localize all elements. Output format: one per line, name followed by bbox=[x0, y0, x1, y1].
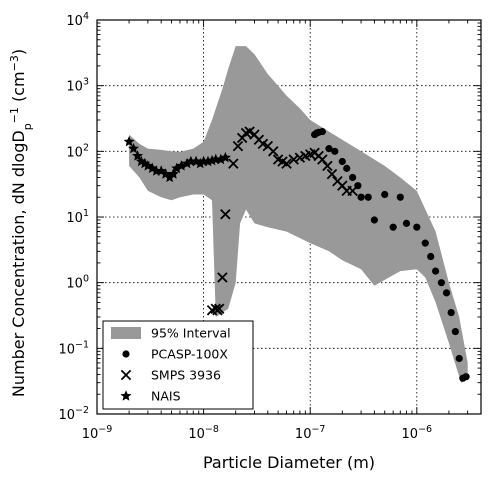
markers-layer bbox=[123, 126, 470, 382]
data-point-star bbox=[167, 168, 179, 179]
data-point-circle bbox=[421, 239, 429, 247]
legend-marker-circle bbox=[122, 350, 130, 358]
legend: 95% Interval PCASP-100X SMPS 3936 NAIS bbox=[102, 320, 254, 410]
legend-swatch-band bbox=[111, 327, 141, 339]
data-point-circle bbox=[343, 164, 351, 172]
y-tick-label: 104 bbox=[66, 11, 89, 29]
y-tick-label: 101 bbox=[66, 208, 89, 226]
interval-band bbox=[129, 46, 468, 383]
axis-ticks bbox=[96, 19, 482, 415]
legend-entry: NAIS bbox=[120, 389, 181, 404]
data-point-x bbox=[281, 158, 292, 169]
data-point-circle bbox=[357, 193, 365, 201]
data-point-x bbox=[213, 303, 225, 315]
y-axis-label-main: Number Concentration, dN dlogD bbox=[9, 130, 28, 397]
legend-marker-x bbox=[120, 369, 132, 381]
data-point-circle bbox=[331, 147, 339, 155]
y-tick-label: 10−1 bbox=[58, 339, 89, 357]
data-point-star bbox=[181, 157, 193, 169]
x-tick-label: 10−6 bbox=[402, 424, 433, 442]
data-point-circle bbox=[462, 373, 470, 381]
data-point-x bbox=[220, 209, 231, 220]
y-axis-label-sub: p bbox=[21, 123, 34, 130]
data-point-star bbox=[123, 135, 135, 147]
data-point-x bbox=[326, 168, 338, 180]
series-circle bbox=[311, 127, 470, 382]
data-point-x bbox=[288, 154, 299, 165]
y-axis-label-unit-sup: −3 bbox=[8, 55, 21, 71]
y-axis-label-sup: −1 bbox=[8, 107, 21, 123]
data-point-circle bbox=[370, 216, 378, 224]
data-point-x bbox=[228, 158, 239, 169]
data-point-circle bbox=[455, 354, 463, 363]
series-x bbox=[206, 126, 358, 316]
data-point-star bbox=[206, 154, 218, 166]
data-point-x bbox=[217, 272, 228, 283]
data-point-star bbox=[164, 171, 176, 183]
data-point-circle bbox=[396, 193, 404, 201]
data-point-circle bbox=[381, 190, 389, 199]
data-point-star bbox=[219, 151, 231, 163]
data-point-circle bbox=[364, 193, 372, 201]
y-tick-label: 102 bbox=[66, 142, 89, 160]
data-point-star bbox=[127, 142, 140, 154]
data-point-x bbox=[322, 160, 333, 172]
legend-label: PCASP-100X bbox=[151, 347, 228, 362]
x-axis-label: Particle Diameter (m) bbox=[203, 453, 375, 472]
data-point-circle bbox=[349, 173, 357, 182]
y-tick-label: 10−2 bbox=[58, 405, 89, 423]
legend-entry: SMPS 3936 bbox=[120, 368, 221, 383]
data-point-circle bbox=[402, 219, 411, 227]
data-point-x bbox=[268, 146, 279, 157]
y-axis-label-close: ) bbox=[9, 49, 28, 55]
data-point-circle bbox=[451, 327, 459, 336]
legend-marker-star bbox=[120, 390, 132, 401]
data-point-circle bbox=[389, 223, 397, 231]
y-axis-label: Number Concentration, dN dlogDp−1 (cm−3) bbox=[8, 49, 34, 397]
x-tick-label: 10−8 bbox=[188, 424, 219, 442]
data-point-star bbox=[215, 153, 227, 165]
data-point-x bbox=[317, 154, 328, 165]
series-star bbox=[123, 135, 231, 183]
data-point-circle bbox=[447, 309, 455, 317]
data-point-circle bbox=[427, 252, 435, 261]
x-tick-label: 10−9 bbox=[82, 424, 113, 442]
legend-entry: 95% Interval bbox=[111, 326, 231, 341]
legend-label: 95% Interval bbox=[151, 326, 231, 341]
data-point-star bbox=[171, 162, 183, 174]
data-point-circle bbox=[325, 145, 333, 153]
y-tick-label: 103 bbox=[66, 77, 89, 95]
data-point-circle bbox=[338, 157, 346, 166]
data-point-circle bbox=[442, 289, 451, 297]
data-point-circle bbox=[437, 279, 445, 287]
axis-tick-labels: 10−9 10−8 10−7 10−6 10−2 10−1 100 101 102 103 104 bbox=[58, 11, 432, 442]
legend-label: SMPS 3936 bbox=[151, 368, 221, 383]
data-point-star bbox=[194, 157, 206, 169]
x-tick-label: 10−7 bbox=[295, 424, 326, 442]
y-axis-label-unit: (cm bbox=[9, 71, 28, 107]
data-point-x bbox=[244, 126, 255, 137]
y-tick-label: 100 bbox=[66, 274, 89, 292]
interval-band-layer bbox=[129, 46, 468, 383]
data-point-circle bbox=[431, 267, 440, 275]
data-point-circle bbox=[318, 127, 326, 136]
legend-entry: PCASP-100X bbox=[122, 347, 228, 362]
data-point-x bbox=[232, 140, 244, 152]
legend-label: NAIS bbox=[151, 389, 181, 404]
data-point-x bbox=[347, 185, 358, 197]
data-point-circle bbox=[413, 223, 421, 231]
